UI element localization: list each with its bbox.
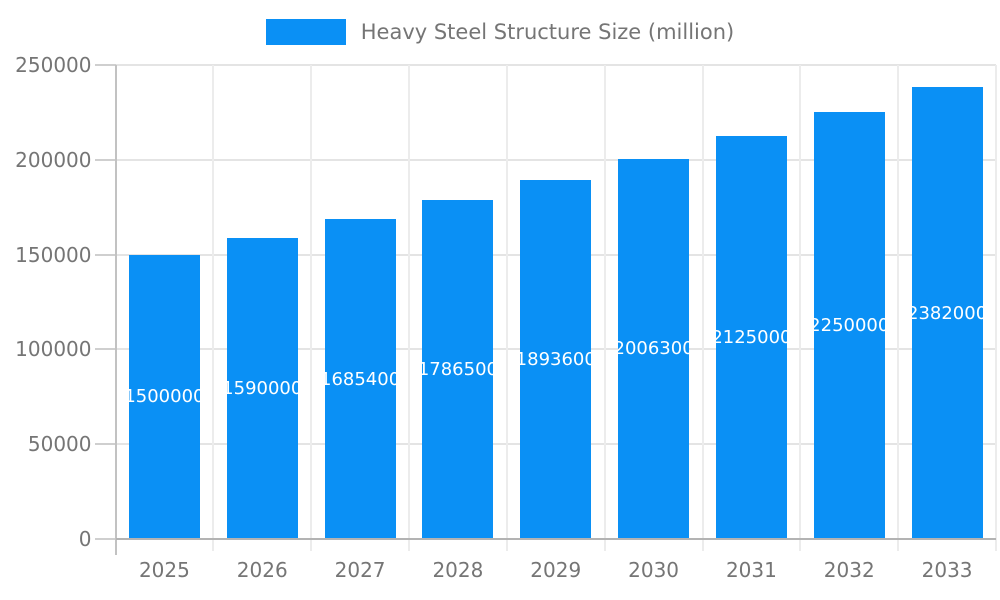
bar-value-label: 2125000	[715, 327, 787, 349]
bar-2031[interactable]: 2125000	[715, 136, 787, 539]
bar-value-label: 2382000	[911, 302, 983, 324]
x-axis-label: 2026	[236, 558, 288, 582]
x-axis-label: 2029	[530, 558, 582, 582]
bar-value-label: 1685400	[324, 368, 396, 390]
y-axis-line	[114, 65, 117, 555]
y-tick-mark	[94, 348, 116, 351]
x-gridline	[505, 65, 508, 551]
bar-value-label: 2250000	[813, 315, 885, 337]
y-axis-label: 200000	[15, 147, 92, 172]
bar-2025[interactable]: 1500000	[128, 254, 200, 539]
y-tick-mark	[94, 253, 116, 256]
bar-2027[interactable]: 1685400	[324, 219, 396, 539]
bar-2029[interactable]: 1893600	[520, 179, 592, 539]
x-gridline	[310, 65, 313, 551]
bar-2026[interactable]: 1590000	[226, 237, 298, 539]
x-axis-label: 2028	[432, 558, 484, 582]
bar-value-label: 1893600	[520, 348, 592, 370]
bar-2030[interactable]: 2006300	[618, 158, 690, 539]
y-gridline	[115, 64, 996, 66]
x-axis-line	[115, 538, 996, 540]
x-axis-label: 2027	[334, 558, 386, 582]
y-axis-label: 50000	[27, 432, 92, 457]
y-axis-label: 250000	[15, 53, 92, 77]
x-gridline	[897, 65, 900, 551]
x-gridline	[701, 65, 704, 551]
x-axis-label: 2033	[921, 558, 973, 582]
x-axis-label: 2030	[628, 558, 680, 582]
x-gridline	[408, 65, 410, 551]
x-axis-label: 2025	[138, 558, 190, 582]
x-gridline	[212, 65, 215, 551]
legend: Heavy Steel Structure Size (million)	[0, 17, 1000, 47]
bar-value-label: 2006300	[618, 338, 690, 360]
y-gridline	[115, 158, 996, 161]
bar-2033[interactable]: 2382000	[911, 87, 983, 539]
legend-label[interactable]: Heavy Steel Structure Size (million)	[360, 20, 735, 44]
bar-value-label: 1500000	[128, 386, 200, 408]
bar-2028[interactable]: 1786500	[422, 200, 494, 539]
x-gridline	[995, 65, 997, 551]
y-axis-label: 100000	[15, 337, 92, 362]
y-axis-label: 150000	[15, 242, 92, 267]
y-axis-label: 0	[78, 527, 92, 551]
x-gridline	[603, 65, 606, 551]
bar-value-label: 1590000	[226, 377, 298, 399]
y-tick-mark	[94, 538, 116, 540]
x-axis-label: 2031	[725, 558, 777, 582]
bar-2032[interactable]: 2250000	[813, 112, 885, 539]
y-tick-mark	[94, 158, 116, 161]
y-tick-mark	[94, 443, 116, 446]
legend-swatch[interactable]	[265, 19, 346, 45]
x-axis-label: 2032	[823, 558, 875, 582]
bar-value-label: 1786500	[422, 359, 494, 381]
x-gridline	[799, 65, 802, 551]
y-tick-mark	[94, 64, 116, 66]
